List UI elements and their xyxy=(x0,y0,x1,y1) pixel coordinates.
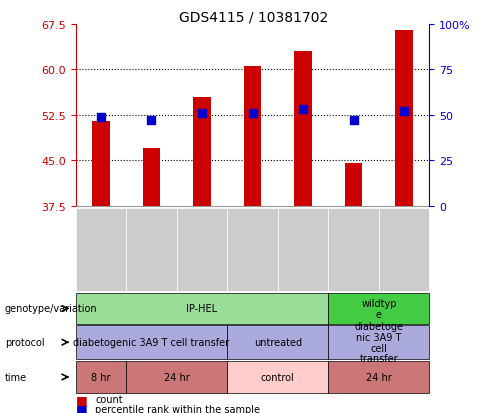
Text: 24 hr: 24 hr xyxy=(366,372,392,382)
Bar xyxy=(395,31,413,206)
Text: GDS4115 / 10381702: GDS4115 / 10381702 xyxy=(179,10,328,24)
Text: untreated: untreated xyxy=(254,337,302,347)
Point xyxy=(400,109,408,115)
Text: diabetogenic 3A9 T cell transfer: diabetogenic 3A9 T cell transfer xyxy=(73,337,229,347)
Bar xyxy=(92,122,110,206)
Point xyxy=(350,118,358,124)
Bar xyxy=(345,164,363,206)
Text: time: time xyxy=(5,372,27,382)
Text: genotype/variation: genotype/variation xyxy=(5,304,98,314)
Text: percentile rank within the sample: percentile rank within the sample xyxy=(95,404,260,413)
Text: count: count xyxy=(95,394,123,404)
Text: IP-HEL: IP-HEL xyxy=(186,304,218,314)
Point xyxy=(198,111,206,117)
Text: 24 hr: 24 hr xyxy=(164,372,190,382)
Text: diabetoge
nic 3A9 T
cell
transfer: diabetoge nic 3A9 T cell transfer xyxy=(354,321,404,363)
Bar xyxy=(244,67,262,206)
Point xyxy=(249,111,257,117)
Point xyxy=(97,114,105,121)
Text: ■: ■ xyxy=(76,393,91,406)
Text: 8 hr: 8 hr xyxy=(91,372,111,382)
Point xyxy=(299,107,307,114)
Text: control: control xyxy=(261,372,295,382)
Text: ■: ■ xyxy=(76,402,91,413)
Bar xyxy=(142,149,160,206)
Bar xyxy=(193,97,211,206)
Bar xyxy=(294,52,312,206)
Text: wildtyp
e: wildtyp e xyxy=(361,298,397,319)
Text: protocol: protocol xyxy=(5,337,44,347)
Point xyxy=(147,118,155,124)
